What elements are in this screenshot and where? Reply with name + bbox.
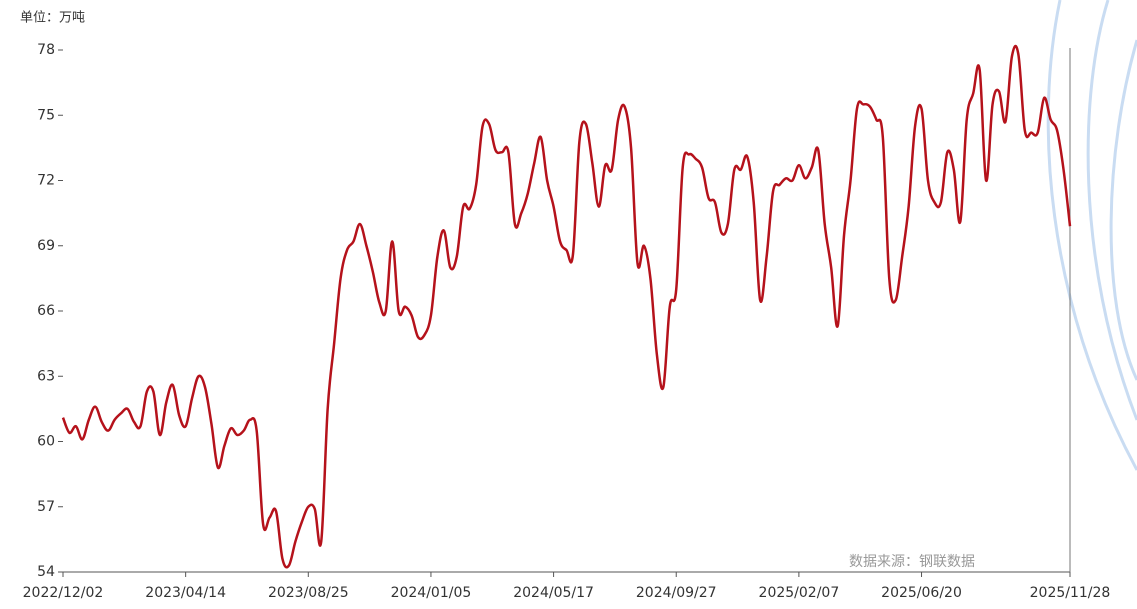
page: 单位：万吨 数据来源：钢联数据 54 57 60 63 66 69 72 75 78 2022/1… <box>0 0 1137 605</box>
y-tick-label: 72 <box>37 173 55 189</box>
y-tick-label: 69 <box>37 238 55 254</box>
y-tick-label: 78 <box>37 42 55 58</box>
x-tick-label: 2022/12/02 <box>23 585 104 601</box>
x-tick-label: 2025/11/28 <box>1030 585 1111 601</box>
y-tick-label: 60 <box>37 434 55 450</box>
x-tick-label: 2025/02/07 <box>759 585 840 601</box>
y-tick-label: 63 <box>37 368 55 384</box>
data-line <box>63 46 1070 567</box>
y-tick-label: 57 <box>37 499 55 515</box>
decoration <box>1048 0 1137 470</box>
x-tick-label: 2025/06/20 <box>881 585 962 601</box>
y-tick-label: 54 <box>37 564 55 580</box>
x-tick-label: 2023/04/14 <box>145 585 226 601</box>
y-tick-label: 66 <box>37 303 55 319</box>
x-tick-label: 2024/01/05 <box>391 585 472 601</box>
x-tick-label: 2024/09/27 <box>636 585 717 601</box>
chart: 单位：万吨 数据来源：钢联数据 54 57 60 63 66 69 72 75 78 2022/1… <box>0 0 1137 605</box>
x-tick-label: 2023/08/25 <box>268 585 349 601</box>
y-tick-label: 75 <box>37 107 55 123</box>
unit-label: 单位：万吨 <box>20 11 85 26</box>
x-tick-label: 2024/05/17 <box>513 585 594 601</box>
deco-arc <box>1111 40 1137 380</box>
source-note: 数据来源：钢联数据 <box>849 554 975 570</box>
